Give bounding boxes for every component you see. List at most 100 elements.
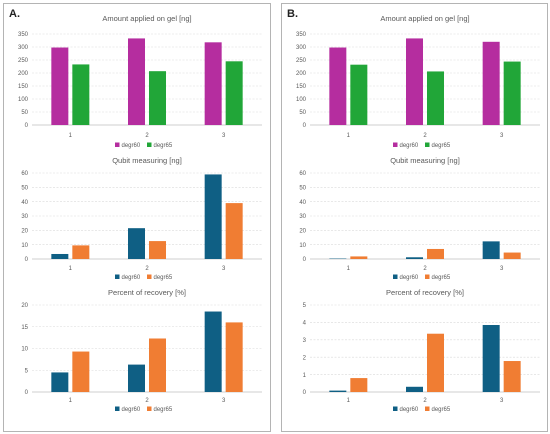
chart6-bar-degr60-2 xyxy=(406,386,423,392)
chart2-bar-degr60-2 xyxy=(128,228,145,259)
chart6-ytick-label: 1 xyxy=(303,373,307,379)
chart5-ytick-label: 0 xyxy=(303,257,307,263)
chart6-bar-degr65-3 xyxy=(503,361,521,392)
chart1-ytick-label: 50 xyxy=(21,110,28,116)
chart4-bar-degr65-1 xyxy=(350,64,368,125)
chart2-ytick-label: 40 xyxy=(21,200,28,206)
chart3-ytick-label: 10 xyxy=(21,347,28,353)
chart6-xtick-label: 1 xyxy=(347,398,351,404)
chart4-legend-label-degr60: degr60 xyxy=(400,143,419,149)
chart4-ytick-label: 150 xyxy=(296,84,307,90)
chart6-ytick-label: 3 xyxy=(303,338,307,344)
chart1-xtick-label: 2 xyxy=(145,133,149,139)
chart4-bar-degr60-1 xyxy=(329,47,347,125)
chart6-legend-swatch-degr60 xyxy=(393,406,398,411)
chart4-bar-degr65-3 xyxy=(503,61,521,125)
chart3-xtick-label: 1 xyxy=(69,398,73,404)
chart1-legend-swatch-degr60 xyxy=(115,142,120,147)
panel-label-b: B. xyxy=(287,8,298,20)
chart4-ytick-label: 50 xyxy=(299,110,306,116)
chart4-legend-swatch-degr65 xyxy=(425,142,430,147)
chart3-legend-label-degr65: degr65 xyxy=(154,407,173,413)
chart2-ytick-label: 30 xyxy=(21,214,28,220)
chart2-legend-swatch-degr60 xyxy=(115,274,120,279)
chart6-bar-degr65-1 xyxy=(350,378,368,392)
chart5-bar-degr65-2 xyxy=(427,248,444,259)
chart3-xtick-label: 3 xyxy=(222,398,226,404)
chart4-ytick-label: 0 xyxy=(303,123,307,129)
chart4-ytick-label: 350 xyxy=(296,32,307,38)
chart1-ytick-label: 0 xyxy=(25,123,29,129)
chart5-title: Qubit measuring [ng] xyxy=(390,156,460,165)
chart6-legend-swatch-degr65 xyxy=(425,406,430,411)
chart4-ytick-label: 100 xyxy=(296,97,307,103)
chart5-ytick-label: 50 xyxy=(299,186,306,192)
chart2-bar-degr65-2 xyxy=(149,241,166,259)
chart3-xtick-label: 2 xyxy=(145,398,149,404)
chart6-bar-degr60-1 xyxy=(329,390,347,392)
chart3-bar-degr65-1 xyxy=(72,351,90,392)
chart1-bar-degr60-1 xyxy=(51,47,69,125)
chart6-xtick-label: 3 xyxy=(500,398,504,404)
chart5-legend-label-degr65: degr65 xyxy=(432,275,451,281)
chart5-legend-swatch-degr65 xyxy=(425,274,430,279)
chart2-xtick-label: 2 xyxy=(145,266,149,272)
chart1-ytick-label: 250 xyxy=(18,58,29,64)
chart3-bar-degr60-3 xyxy=(204,311,222,392)
chart3-bar-degr60-2 xyxy=(128,364,145,392)
chart3-legend-swatch-degr65 xyxy=(147,406,152,411)
chart6-ytick-label: 4 xyxy=(303,321,307,327)
chart4-xtick-label: 1 xyxy=(347,133,351,139)
chart1-xtick-label: 1 xyxy=(69,133,73,139)
chart2-ytick-label: 0 xyxy=(25,257,29,263)
chart5-bar-degr60-2 xyxy=(406,257,423,259)
chart3-legend-label-degr60: degr60 xyxy=(122,407,141,413)
chart2-bar-degr65-3 xyxy=(225,203,243,259)
chart5-ytick-label: 10 xyxy=(299,243,306,249)
chart2-legend-label-degr60: degr60 xyxy=(122,275,141,281)
chart3-bar-degr65-2 xyxy=(149,338,166,392)
chart3-title: Percent of recovery [%] xyxy=(108,288,186,297)
chart4-ytick-label: 250 xyxy=(296,58,307,64)
chart5-ytick-label: 20 xyxy=(299,229,306,235)
chart5-bar-degr65-1 xyxy=(350,256,368,259)
chart5-bar-degr65-3 xyxy=(503,252,521,259)
chart1-ytick-label: 100 xyxy=(18,97,29,103)
chart4-bar-degr60-3 xyxy=(482,41,500,125)
chart4-xtick-label: 2 xyxy=(423,133,427,139)
chart1-bar-degr65-2 xyxy=(149,71,166,125)
chart1-bar-degr65-3 xyxy=(225,61,243,125)
chart5-xtick-label: 2 xyxy=(423,266,427,272)
chart2-bar-degr65-1 xyxy=(72,245,90,259)
chart6-bar-degr60-3 xyxy=(482,325,500,392)
chart3-ytick-label: 0 xyxy=(25,390,29,396)
chart5-legend-swatch-degr60 xyxy=(393,274,398,279)
chart3-ytick-label: 15 xyxy=(21,325,28,331)
chart3-legend-swatch-degr60 xyxy=(115,406,120,411)
chart6-ytick-label: 2 xyxy=(303,355,307,361)
chart2-legend-label-degr65: degr65 xyxy=(154,275,173,281)
chart5-legend-label-degr60: degr60 xyxy=(400,275,419,281)
chart4-bar-degr65-2 xyxy=(427,71,444,125)
chart6-title: Percent of recovery [%] xyxy=(386,288,464,297)
chart6-legend-label-degr65: degr65 xyxy=(432,407,451,413)
chart2-bar-degr60-1 xyxy=(51,253,69,259)
chart2-bar-degr60-3 xyxy=(204,174,222,259)
chart2-ytick-label: 50 xyxy=(21,186,28,192)
chart2-xtick-label: 1 xyxy=(69,266,73,272)
chart2-title: Qubit measuring [ng] xyxy=(112,156,182,165)
chart1-ytick-label: 300 xyxy=(18,45,29,51)
chart2-xtick-label: 3 xyxy=(222,266,226,272)
chart1-title: Amount applied on gel [ng] xyxy=(102,14,191,23)
chart3-bar-degr65-3 xyxy=(225,322,243,392)
chart6-ytick-label: 0 xyxy=(303,390,307,396)
chart1-ytick-label: 350 xyxy=(18,32,29,38)
chart4-bar-degr60-2 xyxy=(406,38,423,125)
chart4-xtick-label: 3 xyxy=(500,133,504,139)
chart1-xtick-label: 3 xyxy=(222,133,226,139)
chart3-ytick-label: 20 xyxy=(21,303,28,309)
chart1-legend-swatch-degr65 xyxy=(147,142,152,147)
chart2-legend-swatch-degr65 xyxy=(147,274,152,279)
